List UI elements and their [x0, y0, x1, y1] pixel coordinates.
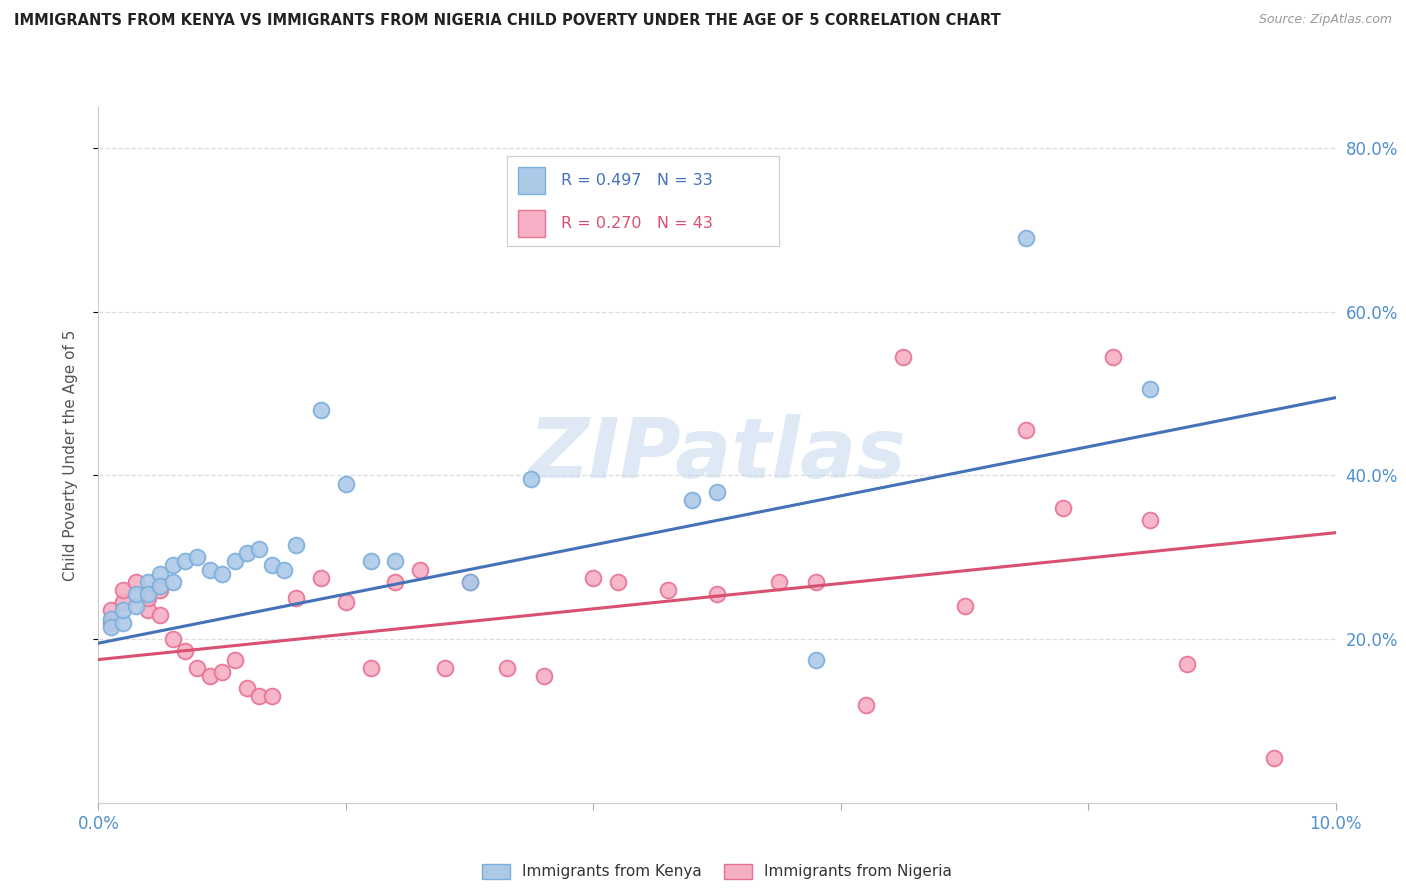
Point	[112, 603, 135, 617]
Point	[136, 574, 159, 589]
Point	[706, 587, 728, 601]
Point	[657, 582, 679, 597]
Text: R = 0.497   N = 33: R = 0.497 N = 33	[561, 173, 713, 187]
Point	[149, 582, 172, 597]
Point	[706, 484, 728, 499]
Point	[1263, 751, 1285, 765]
Point	[112, 582, 135, 597]
Point	[433, 661, 456, 675]
Point	[124, 587, 146, 601]
Point	[582, 571, 605, 585]
Text: Source: ZipAtlas.com: Source: ZipAtlas.com	[1258, 13, 1392, 27]
Point	[211, 665, 233, 679]
Point	[174, 554, 197, 568]
Point	[198, 669, 221, 683]
Point	[198, 562, 221, 576]
Point	[112, 595, 135, 609]
Point	[124, 599, 146, 614]
Point	[458, 574, 481, 589]
Point	[162, 632, 184, 646]
Point	[124, 574, 146, 589]
Point	[224, 652, 246, 666]
Point	[520, 473, 543, 487]
Point	[236, 546, 259, 560]
Point	[211, 566, 233, 581]
Point	[186, 550, 208, 565]
Point	[804, 652, 827, 666]
Point	[260, 558, 283, 573]
Point	[1015, 423, 1038, 437]
Point	[112, 615, 135, 630]
Point	[100, 620, 122, 634]
Text: R = 0.270   N = 43: R = 0.270 N = 43	[561, 216, 713, 231]
Point	[384, 574, 406, 589]
Point	[100, 603, 122, 617]
Point	[1015, 231, 1038, 245]
Point	[335, 595, 357, 609]
Point	[855, 698, 877, 712]
Point	[285, 538, 308, 552]
Point	[186, 661, 208, 675]
Point	[100, 615, 122, 630]
Point	[1052, 501, 1074, 516]
Point	[1139, 513, 1161, 527]
Point	[804, 574, 827, 589]
Point	[247, 690, 270, 704]
Point	[100, 612, 122, 626]
Point	[273, 562, 295, 576]
Point	[247, 542, 270, 557]
Point	[236, 681, 259, 696]
Point	[136, 603, 159, 617]
Point	[174, 644, 197, 658]
Legend: Immigrants from Kenya, Immigrants from Nigeria: Immigrants from Kenya, Immigrants from N…	[477, 857, 957, 886]
Point	[360, 661, 382, 675]
Point	[360, 554, 382, 568]
Point	[136, 587, 159, 601]
Point	[681, 492, 703, 507]
Point	[384, 554, 406, 568]
FancyBboxPatch shape	[517, 210, 546, 237]
Point	[162, 574, 184, 589]
Text: IMMIGRANTS FROM KENYA VS IMMIGRANTS FROM NIGERIA CHILD POVERTY UNDER THE AGE OF : IMMIGRANTS FROM KENYA VS IMMIGRANTS FROM…	[14, 13, 1001, 29]
Point	[162, 558, 184, 573]
Point	[309, 403, 332, 417]
Point	[953, 599, 976, 614]
Point	[1139, 383, 1161, 397]
Point	[309, 571, 332, 585]
Point	[285, 591, 308, 606]
Point	[891, 350, 914, 364]
Point	[768, 574, 790, 589]
Point	[149, 607, 172, 622]
Y-axis label: Child Poverty Under the Age of 5: Child Poverty Under the Age of 5	[63, 329, 77, 581]
Point	[260, 690, 283, 704]
Point	[458, 574, 481, 589]
Point	[224, 554, 246, 568]
Point	[149, 579, 172, 593]
Point	[607, 574, 630, 589]
Point	[149, 566, 172, 581]
Point	[335, 476, 357, 491]
Point	[409, 562, 432, 576]
Point	[1102, 350, 1125, 364]
Text: ZIPatlas: ZIPatlas	[529, 415, 905, 495]
FancyBboxPatch shape	[517, 167, 546, 194]
Point	[533, 669, 555, 683]
Point	[1175, 657, 1198, 671]
Point	[495, 661, 517, 675]
Point	[136, 591, 159, 606]
